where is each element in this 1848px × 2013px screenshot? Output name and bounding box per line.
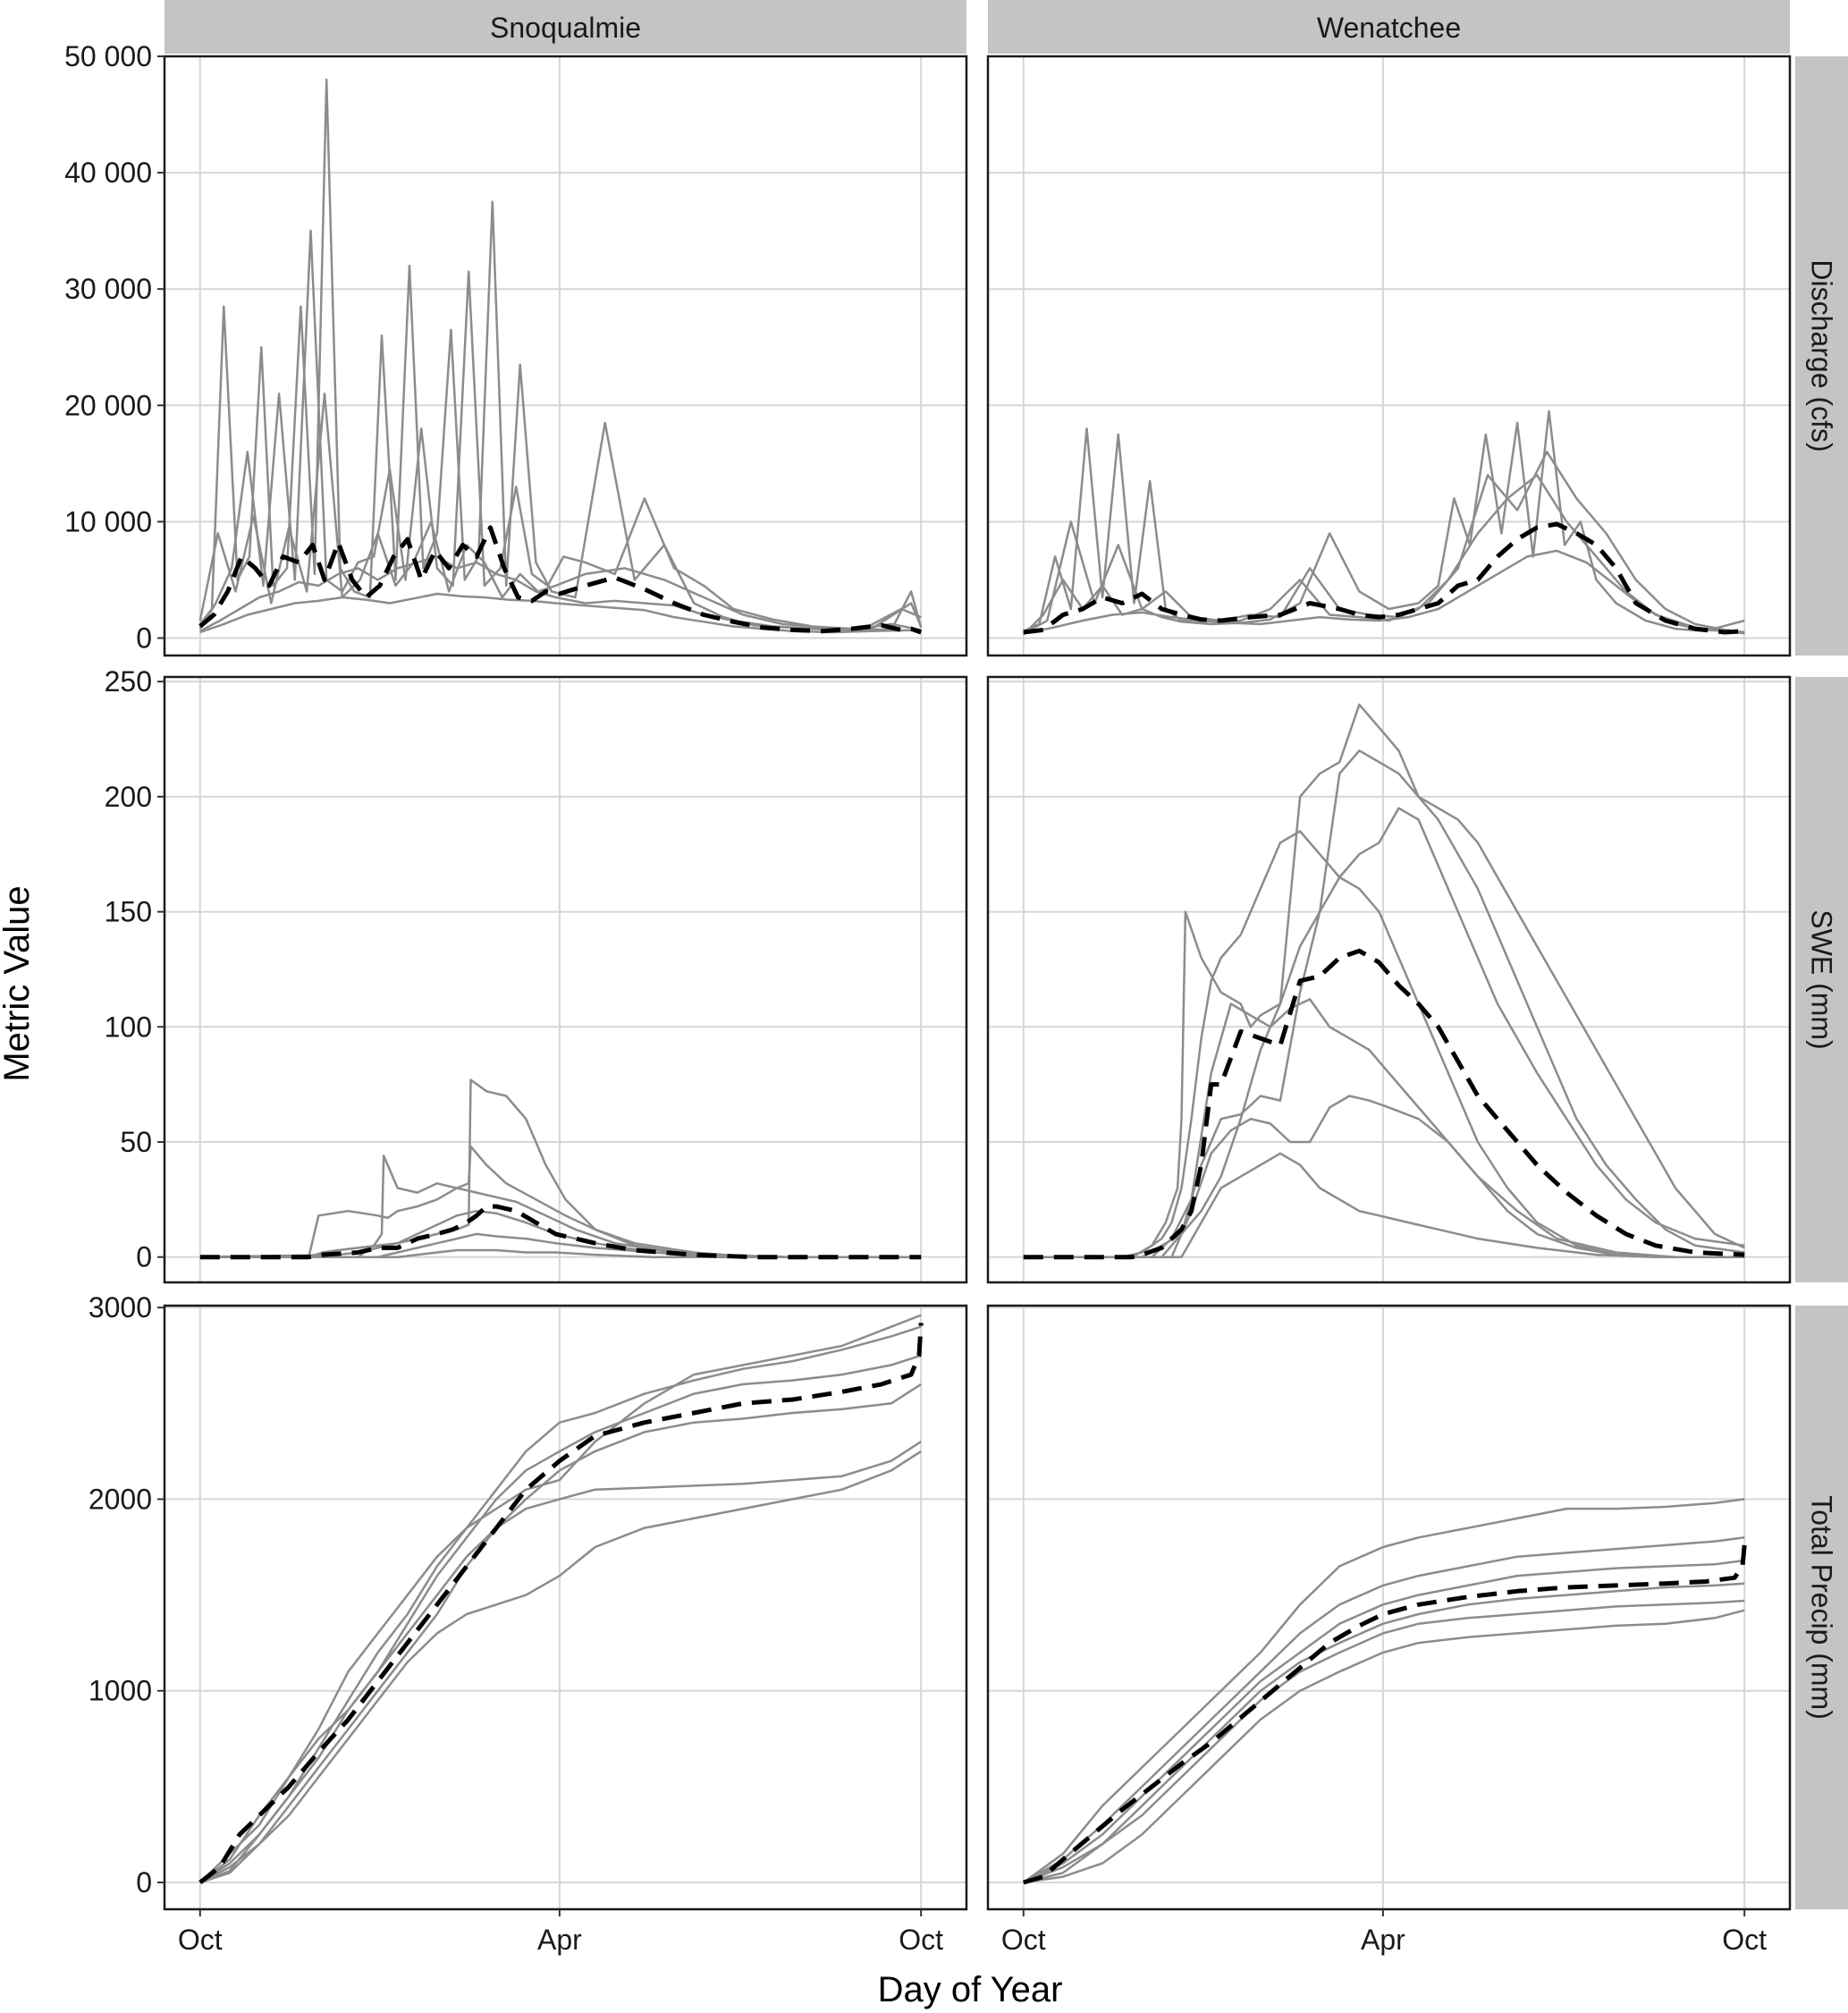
y-tick-label: 100 xyxy=(105,1011,152,1043)
series-line-year-1 xyxy=(198,1314,922,1883)
y-tick-label: 20 000 xyxy=(64,389,152,421)
x-tick-label: Apr xyxy=(1361,1924,1405,1956)
strip-discharge-cfs xyxy=(1795,56,1848,655)
series-line-year-2 xyxy=(1023,703,1745,1258)
panel-border xyxy=(986,675,1792,1284)
series-line-year-4 xyxy=(198,393,922,631)
strip-label-snoqualmie: Snoqualmie xyxy=(490,12,641,44)
series-group xyxy=(199,1078,922,1260)
panel-background xyxy=(165,1306,966,1909)
series-group xyxy=(1022,410,1745,636)
y-tick-label: 50 xyxy=(120,1126,152,1158)
series-line-year-3 xyxy=(199,1354,922,1883)
strip-label-wenatchee: Wenatchee xyxy=(1317,12,1461,44)
panel-border xyxy=(163,675,968,1284)
y-tick-label: 1000 xyxy=(89,1675,152,1707)
y-tick-label: 40 000 xyxy=(64,156,152,189)
panel-background xyxy=(988,677,1790,1282)
series-line-year-4 xyxy=(1023,1582,1745,1884)
panel-snoqualmie-total-precip-mm xyxy=(163,1304,968,1911)
series-line-year-5 xyxy=(199,592,922,634)
series-group xyxy=(1023,703,1745,1260)
series-line-year-2 xyxy=(199,1325,922,1884)
series-group xyxy=(1023,1498,1747,1885)
series-line-year-5 xyxy=(1023,1599,1745,1884)
series-line-year-5 xyxy=(199,1232,922,1258)
series-line-year-6 xyxy=(1023,1609,1745,1884)
panel-border xyxy=(163,55,968,657)
series-line-year-2 xyxy=(199,1145,922,1258)
strip-label-discharge-cfs: Discharge (cfs) xyxy=(1806,259,1838,452)
y-tick-label: 250 xyxy=(105,665,152,698)
x-tick-label: Oct xyxy=(899,1924,943,1956)
panel-border xyxy=(163,1304,968,1911)
y-tick-label: 2000 xyxy=(89,1483,152,1515)
series-line-mean xyxy=(199,1204,922,1260)
panel-border xyxy=(986,55,1792,657)
series-line-year-5 xyxy=(1023,875,1745,1258)
y-tick-label: 0 xyxy=(136,1866,152,1899)
x-tick-label: Oct xyxy=(1722,1924,1767,1956)
y-tick-label: 50 000 xyxy=(64,40,152,72)
series-line-year-2 xyxy=(1023,1536,1745,1884)
series-group xyxy=(198,78,923,635)
strip-snoqualmie xyxy=(165,0,966,54)
y-tick-label: 200 xyxy=(105,781,152,813)
facet-strips: Snoqualmie Wenatchee Discharge (cfs) SWE (m… xyxy=(165,0,1848,1909)
x-axis-title: Day of Year xyxy=(878,1970,1063,2009)
series-line-year-3 xyxy=(1023,749,1745,1258)
x-tick-label: Apr xyxy=(537,1924,582,1956)
series-line-year-1 xyxy=(1023,1498,1745,1884)
series-line-year-3 xyxy=(1023,1559,1745,1884)
axes: 0 10 000 20 000 30 000 40 000 50 000 0 50 100 150… xyxy=(64,40,1767,1956)
series-line-mean xyxy=(198,525,923,635)
y-tick-label: 30 000 xyxy=(64,273,152,305)
series-line-year-6 xyxy=(199,1450,922,1884)
series-line-year-7 xyxy=(1023,1152,1745,1258)
panel-snoqualmie-swe-mm xyxy=(163,675,968,1284)
panel-snoqualmie-discharge-cfs xyxy=(163,55,968,657)
series-line-year-3 xyxy=(1023,549,1745,635)
x-tick-label: Oct xyxy=(1001,1924,1046,1956)
y-tick-label: 0 xyxy=(136,622,152,654)
panel-wenatchee-swe-mm xyxy=(986,675,1792,1284)
series-line-mean xyxy=(198,1323,924,1884)
y-axis-title: Metric Value xyxy=(0,885,37,1081)
panel-background xyxy=(165,677,966,1282)
panel-background xyxy=(165,56,966,655)
series-line-year-2 xyxy=(198,229,923,631)
panel-border xyxy=(986,1304,1792,1911)
series-line-mean xyxy=(1023,1544,1747,1885)
strip-label-swe-mm: SWE (mm) xyxy=(1806,909,1838,1049)
y-tick-label: 10 000 xyxy=(64,505,152,537)
series-line-year-6 xyxy=(1023,1095,1745,1258)
facet-panels xyxy=(163,55,1792,1911)
panel-wenatchee-total-precip-mm xyxy=(986,1304,1792,1911)
strip-label-total-precip-mm: Total Precip (mm) xyxy=(1806,1495,1838,1720)
series-line-mean xyxy=(1023,948,1745,1260)
series-group xyxy=(198,1314,924,1884)
series-line-mean xyxy=(1023,521,1745,635)
strip-wenatchee xyxy=(988,0,1790,54)
y-tick-label: 0 xyxy=(136,1241,152,1273)
x-tick-label: Oct xyxy=(178,1924,223,1956)
strip-total-precip-mm xyxy=(1795,1306,1848,1909)
series-line-year-4 xyxy=(1022,474,1745,636)
y-tick-label: 3000 xyxy=(89,1291,152,1324)
strip-swe-mm xyxy=(1795,677,1848,1282)
panel-wenatchee-discharge-cfs xyxy=(986,55,1792,657)
panel-background xyxy=(988,56,1790,655)
y-tick-label: 150 xyxy=(105,896,152,928)
